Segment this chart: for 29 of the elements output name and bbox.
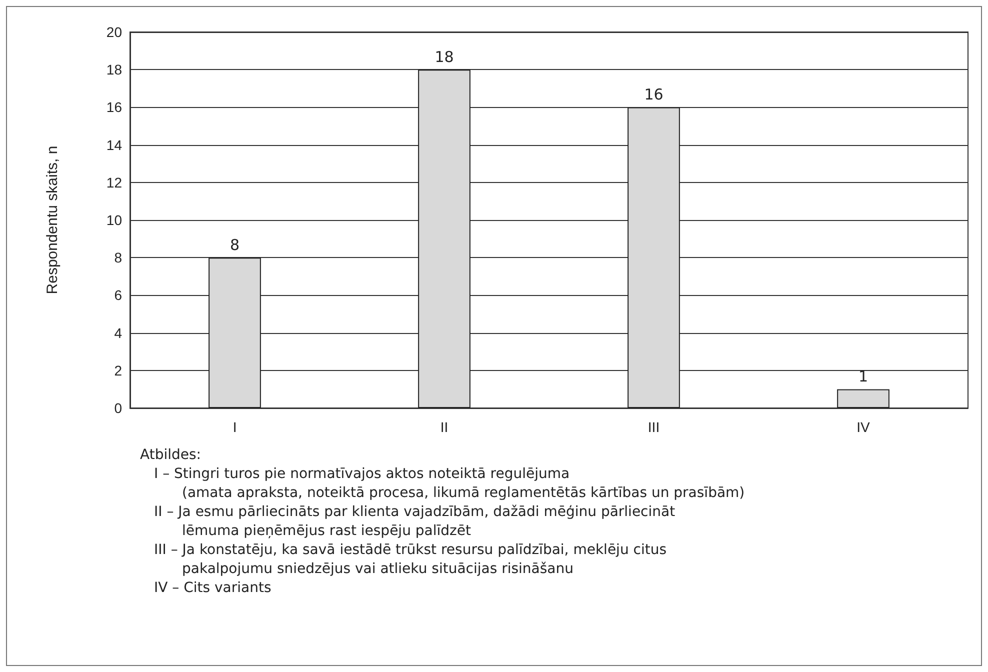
data-label: 1 [858, 368, 868, 386]
y-tick-label: 8 [114, 250, 122, 266]
bar [418, 70, 470, 408]
y-tick-label: 10 [106, 212, 122, 228]
y-tick-label: 20 [106, 24, 122, 40]
bar [208, 258, 261, 408]
y-tick-label: 2 [114, 362, 122, 378]
text: IV – Cits variants [153, 579, 272, 598]
x-tick-label: II [440, 419, 448, 435]
y-tick-label: 0 [114, 400, 122, 416]
data-label: 16 [644, 86, 664, 104]
bar [628, 107, 680, 408]
y-tick-label: 4 [114, 324, 122, 341]
data-label: 18 [434, 48, 454, 66]
text: III – Ja konstatēju, ka savā iestādē trūkst resursu palīdzībai, meklēju citus pakalpojumu sniedzējus vai atlieku situācijas risināšanu [153, 541, 668, 579]
data-label: 8 [230, 236, 240, 254]
text: Atbildes: [140, 446, 202, 465]
y-tick-label: 16 [106, 99, 122, 116]
y-axis-title: Respondentu skaits, n [44, 146, 61, 294]
y-tick-label: 6 [114, 287, 122, 304]
text: I – Stingri turos pie normatīvajos aktos noteiktā regulējuma (amata apraksta, noteiktā procesa, likumā reglamentētās kārtības un prasībām) [153, 465, 745, 503]
x-tick-label: IV [856, 419, 871, 435]
bar [837, 389, 890, 408]
x-tick-label: III [648, 419, 660, 435]
y-tick-label: 12 [106, 174, 122, 190]
y-tick-label: 18 [106, 62, 122, 78]
x-tick-label: I [232, 419, 237, 435]
text: II – Ja esmu pārliecināts par klienta vajadzībām, dažādi mēģinu pārliecināt lēmuma pieņēmējus rast iespēju palīdzēt [153, 503, 676, 541]
y-tick-label: 14 [106, 136, 122, 153]
